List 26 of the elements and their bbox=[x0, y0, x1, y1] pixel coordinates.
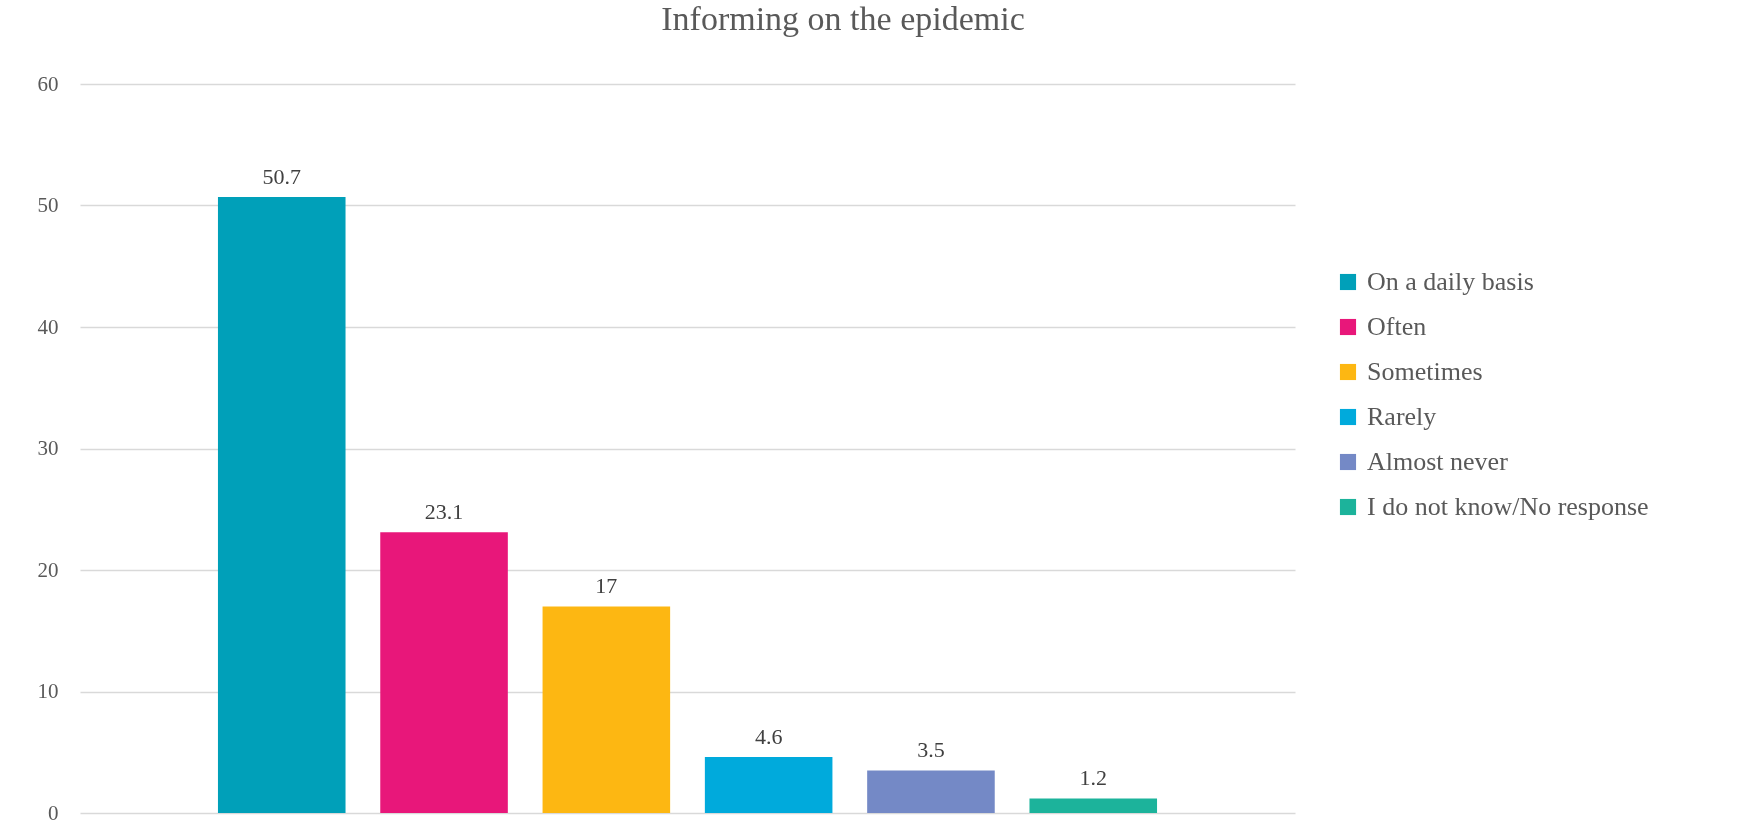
bar bbox=[217, 196, 346, 813]
data-label: 17 bbox=[595, 573, 618, 599]
y-tick-label: 10 bbox=[37, 679, 59, 703]
bar bbox=[1029, 798, 1158, 813]
data-label: 4.6 bbox=[754, 724, 783, 750]
y-tick-label: 20 bbox=[37, 557, 59, 582]
bar bbox=[542, 606, 671, 813]
bar bbox=[380, 532, 508, 813]
y-tick-label: 60 bbox=[37, 71, 59, 96]
legend-label: Almost never bbox=[1367, 447, 1509, 476]
bar bbox=[704, 757, 833, 813]
legend-label: Rarely bbox=[1367, 402, 1437, 431]
legend-label: On a daily basis bbox=[1367, 267, 1534, 296]
data-label: 23.1 bbox=[424, 499, 464, 525]
y-tick-label: 0 bbox=[48, 800, 59, 825]
y-tick-label: 40 bbox=[37, 314, 59, 339]
y-tick-label: 30 bbox=[37, 436, 59, 460]
data-label: 50.7 bbox=[262, 163, 301, 189]
legend-label: Sometimes bbox=[1367, 357, 1483, 386]
data-label: 1.2 bbox=[1079, 765, 1108, 791]
bar bbox=[867, 770, 995, 813]
legend-label: I do not know/No response bbox=[1367, 492, 1649, 521]
chart-title: Informing on the epidemic bbox=[661, 0, 1025, 37]
data-label: 3.5 bbox=[917, 737, 945, 763]
legend-label: Often bbox=[1367, 312, 1427, 341]
y-tick-label: 50 bbox=[37, 193, 59, 217]
